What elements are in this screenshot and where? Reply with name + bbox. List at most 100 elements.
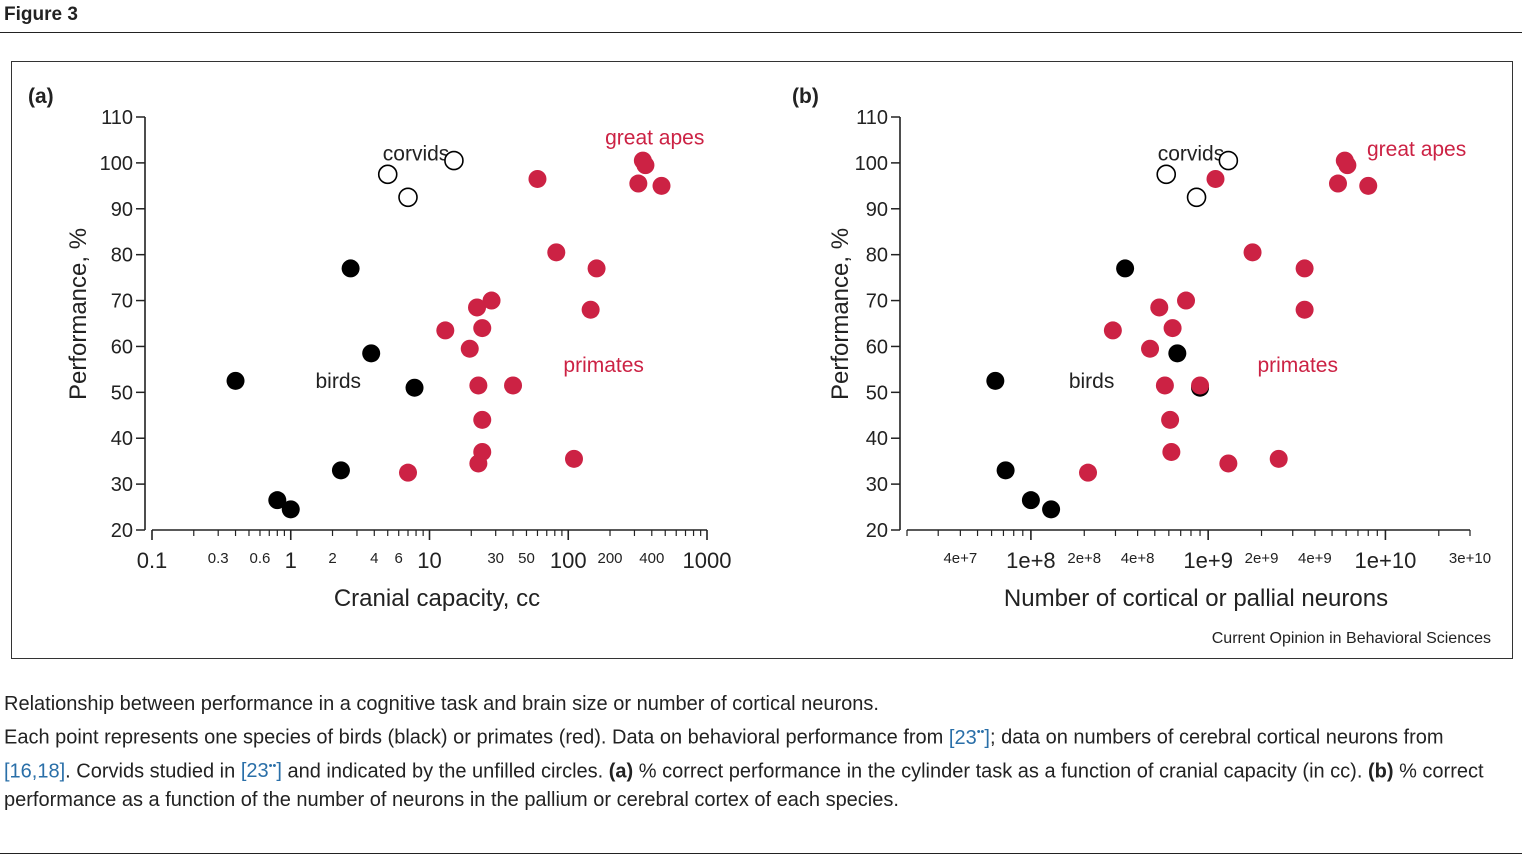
panel-a-corvids-point [377,164,398,185]
panel-b-x-tick-label: 4e+7 [943,550,977,567]
panel-a-x-tick-label: 4 [370,550,378,567]
panel-b-annotation: primates [1257,354,1338,377]
panel-a-y-tick-label: 80 [111,245,133,267]
panel-b-primates-point [1328,174,1347,193]
panel-b-y-tick-label: 80 [866,245,888,267]
panel-b-primates-point [1206,169,1225,188]
panel-a-x-tick-label: 400 [639,550,664,567]
panel-b-primates-point [1150,298,1169,317]
panel-a-y-tick-label: 110 [101,107,133,129]
panel-a-primates-point [468,298,487,317]
reference-link[interactable]: [23••] [949,726,990,749]
caption-panel-b-ref: (b) [1367,760,1394,783]
panel-b-primates-point [1079,463,1098,482]
panel-b-birds-point [1021,491,1040,510]
panel-b-birds-point [996,461,1015,480]
panel-a-ylabel: Performance, % [65,228,92,400]
panel-a-primates-point [473,410,492,429]
panel-b-x-tick-label: 1e+9 [1183,548,1233,573]
panel-b-x-tick-label: 2e+9 [1245,550,1279,567]
panel-b-primates-point [1359,176,1378,195]
panel-a-y-tick-label: 100 [100,153,133,175]
panel-a-x-tick-label: 50 [518,550,535,567]
panel-a-primates-point [469,454,488,473]
caption-text: ; data on numbers of cerebral cortical n… [989,726,1444,749]
panel-a-primates-point [636,156,655,175]
panel-a-xlabel: Cranial capacity, cc [334,585,540,612]
panel-b-y-tick-label: 40 [866,428,888,450]
reference-text: [23 [240,760,269,783]
panel-b-y-tick-label: 20 [866,520,888,542]
panel-b-annotation: great apes [1367,138,1466,161]
top-rule [0,32,1522,33]
panel-b-x-tick-label: 1e+10 [1355,548,1417,573]
panel-a-x-tick-label: 0.3 [208,550,229,567]
panel-a-y-tick-label: 70 [111,291,133,313]
panel-a-annotation: birds [315,370,361,393]
panel-b-primates-point [1295,259,1314,278]
figure-heading: Figure 3 [4,4,78,25]
panel-b-y-tick-label: 70 [866,291,888,313]
panel-b-birds-point [986,371,1005,390]
panel-b-corvids-point [1186,187,1207,208]
panel-b-primates-point [1219,454,1238,473]
caption-panel-a-ref: (a) [608,760,634,783]
panel-a-x-tick-label: 200 [598,550,623,567]
panel-a-primates-point [528,169,547,188]
panel-a-x-tick-label: 10 [417,548,441,573]
panel-a-corvids-point [444,150,464,171]
panel-a-x-tick-label: 0.1 [137,548,168,573]
reference-link[interactable]: [16,18] [4,760,66,783]
panel-a-birds-point [331,461,350,480]
reference-marker: •• [268,759,277,772]
panel-b-ylabel: Performance, % [827,228,854,400]
panel-b-xlabel: Number of cortical or pallial neurons [1004,585,1388,612]
caption-text: % correct performance in the cylinder ta… [633,760,1368,783]
panel-b-primates-point [1161,410,1180,429]
panel-b-y-tick-label: 30 [866,474,888,496]
caption-text: Each point represents one species of bir… [4,726,949,749]
figure-frame [11,61,1513,659]
panel-b-primates-point [1155,376,1174,395]
caption-text: and indicated by the unfilled circles. [281,760,609,783]
panel-b-primates-point [1338,156,1357,175]
bottom-rule [0,853,1522,854]
panel-a-primates-point [587,259,606,278]
panel-b-annotation: corvids [1158,143,1225,166]
source-credit: Current Opinion in Behavioral Sciences [1212,630,1491,647]
panel-a-primates-point [469,376,488,395]
panel-a-x-tick-label: 30 [487,550,504,567]
panel-a-primates-point [460,339,479,358]
caption-title: Relationship between performance in a co… [4,693,879,715]
panel-a-primates-point [629,174,648,193]
panel-a-label: (a) [28,85,54,108]
panel-a-primates-point [564,449,583,468]
caption-body: Each point represents one species of bir… [4,719,1494,815]
panel-b-primates-point [1269,449,1288,468]
panel-a-primates-point [547,243,566,262]
panel-b-birds-point [1168,344,1187,363]
panel-b-corvids-point [1218,150,1239,171]
panel-a-birds-point [405,378,424,397]
panel-a-primates-point [436,321,455,340]
reference-bracket: ] [984,726,990,749]
panel-a-plot-area: 20 30 40 50 60 70 80 90 100 110 0.1 0.3 0.6 1 2 4 6 10 30 5… [100,107,732,573]
panel-a-y-tick-label: 90 [111,199,133,221]
panel-b-x-tick-label: 2e+8 [1067,550,1101,567]
figure-caption: Relationship between performance in a co… [4,690,1494,815]
panel-a-x-tick-label: 2 [328,550,336,567]
panel-a-annotation: corvids [383,143,450,166]
panel-b-plot-area: 20 30 40 50 60 70 80 90 100 110 4e+7 1e+8 2e+8 4e+8 1e… [855,107,1491,573]
panel-a-y-tick-label: 30 [111,474,133,496]
panel-b-birds-point [1042,500,1061,519]
panel-a: (a) Performance, % Cranial capacity, cc … [28,85,731,612]
panel-b-primates-point [1191,376,1210,395]
panel-a-birds-point [362,344,381,363]
panel-b: (b) Performance, % Number of cortical or… [792,85,1491,612]
panel-a-primates-point [473,319,492,338]
panel-a-x-tick-label: 1 [285,548,297,573]
reference-link[interactable]: [23••] [240,759,282,783]
reference-marker: •• [976,726,985,738]
panel-b-primates-point [1295,300,1314,319]
caption-text: . Corvids studied in [65,760,241,783]
